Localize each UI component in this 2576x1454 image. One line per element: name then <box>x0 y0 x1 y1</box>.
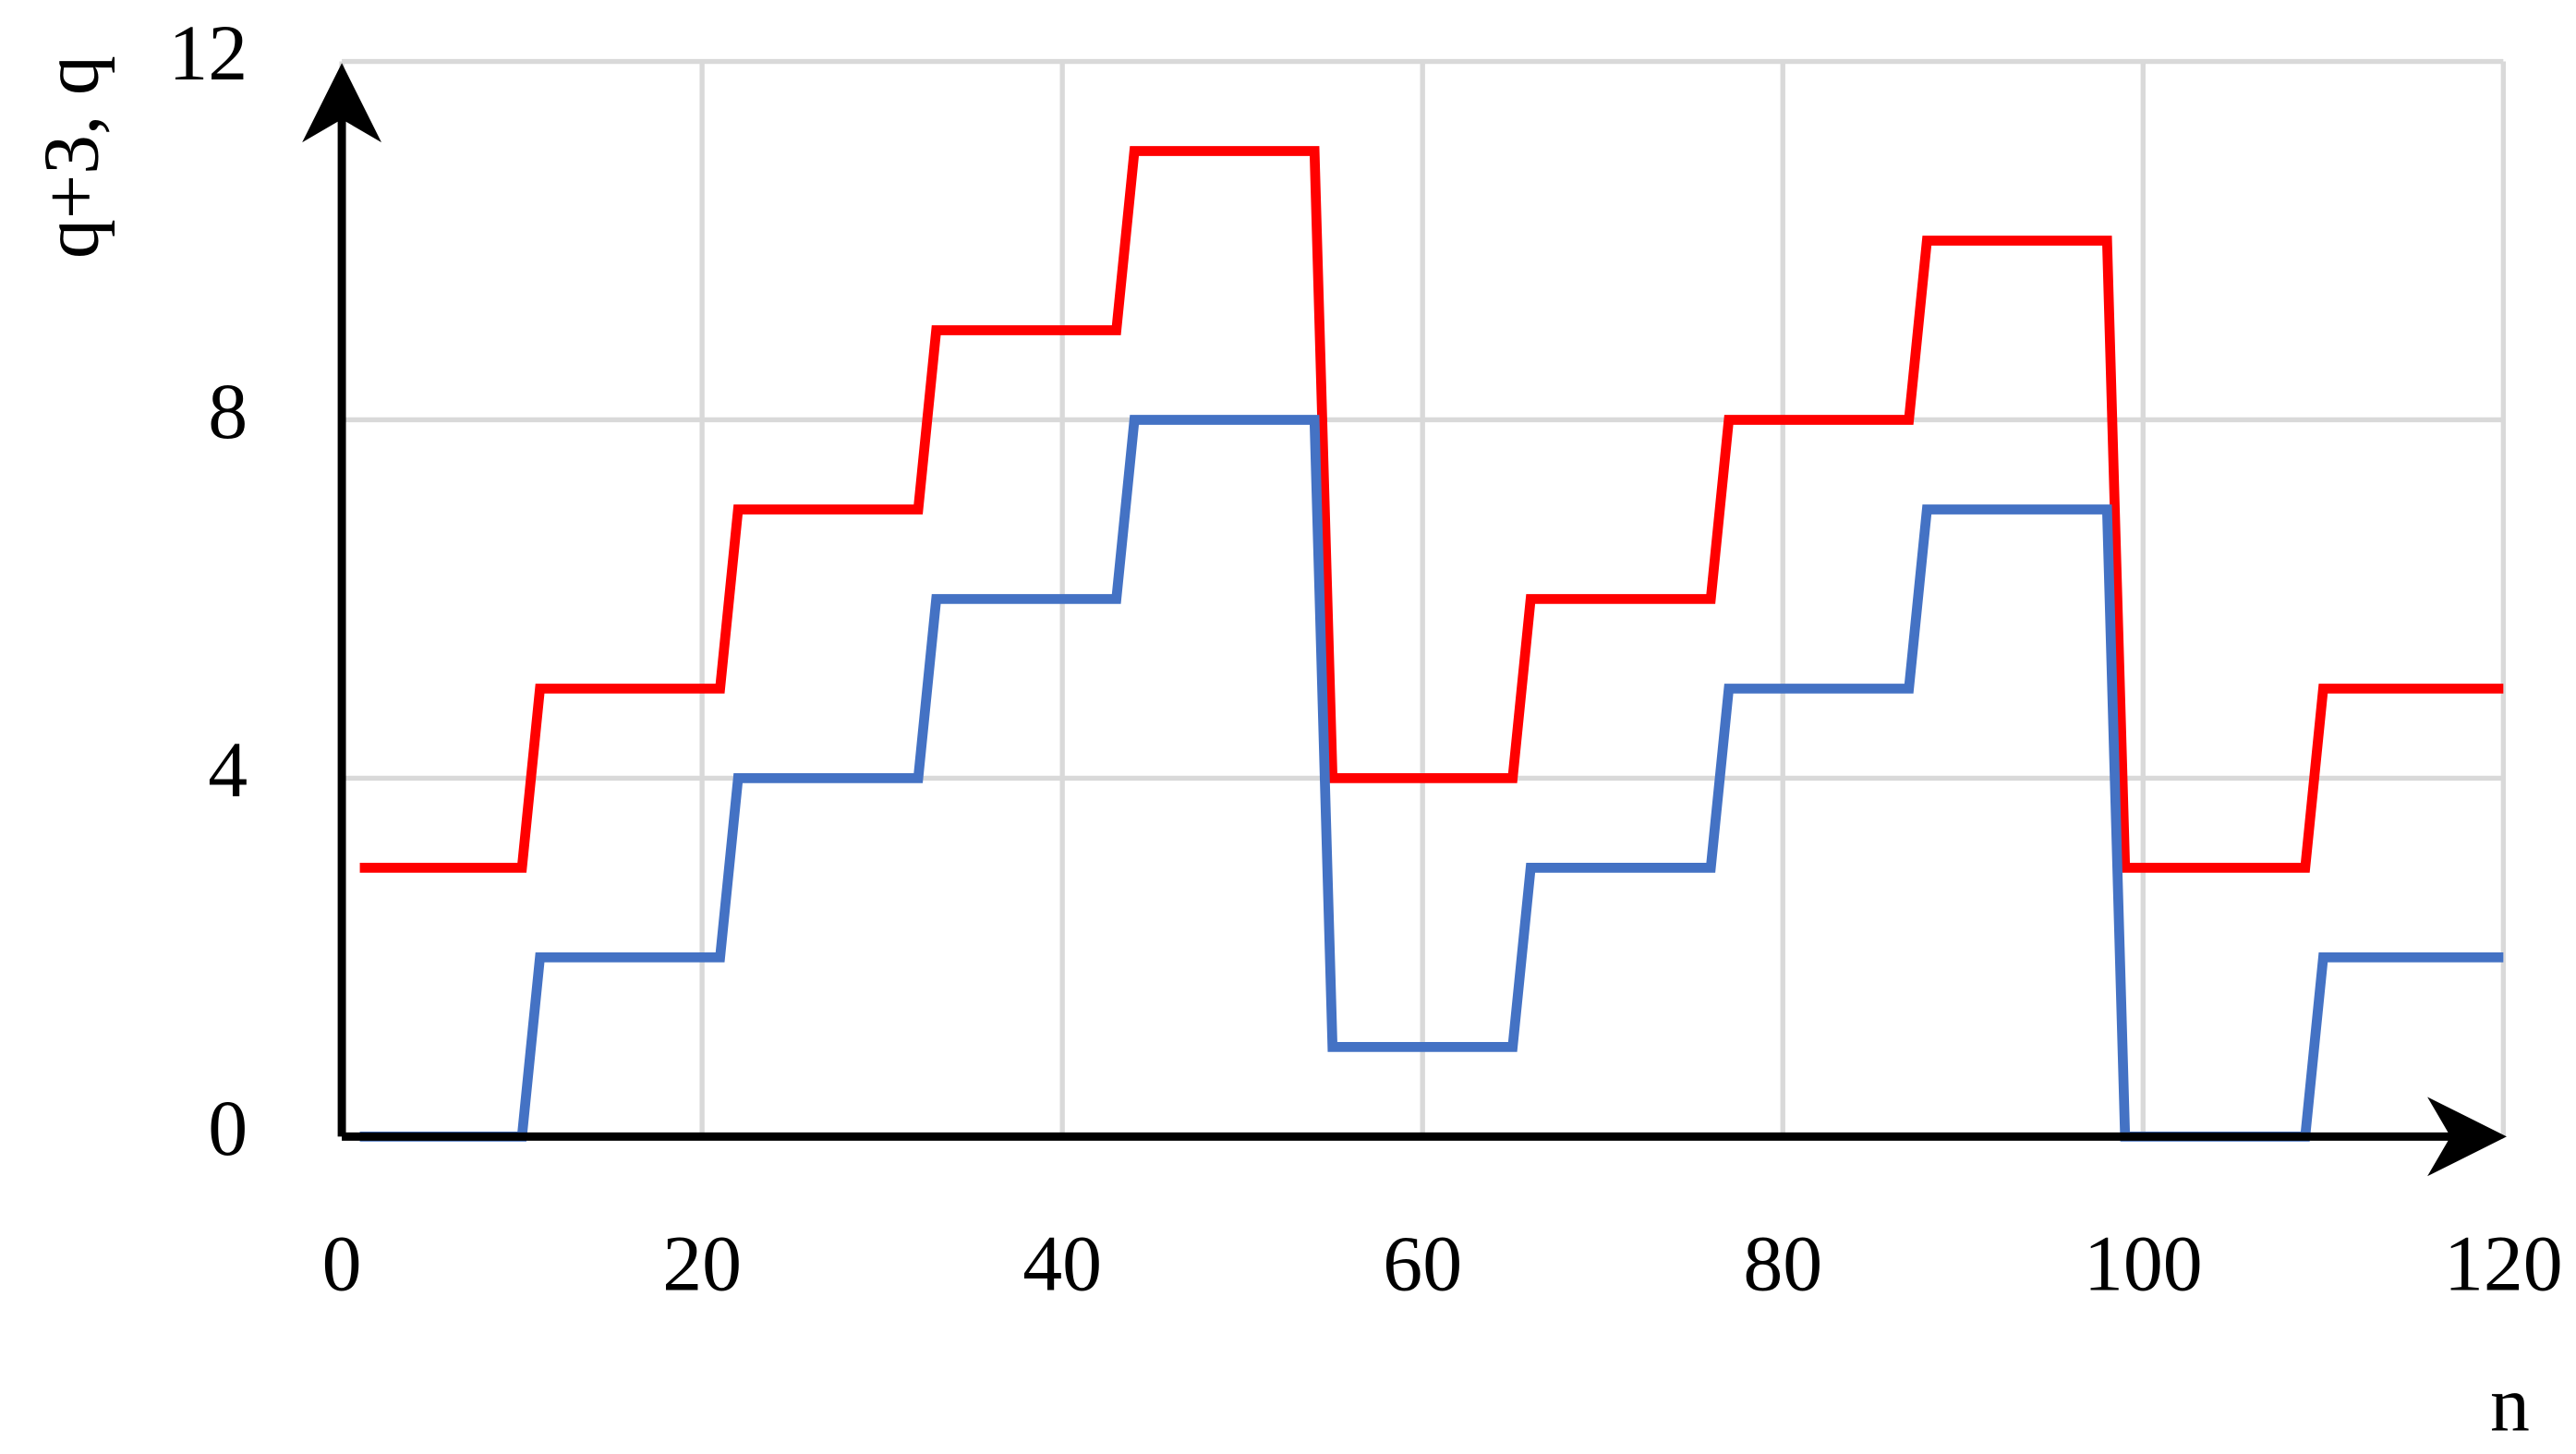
x-tick-label: 120 <box>2444 1220 2563 1308</box>
y-tick-label: 12 <box>168 9 248 97</box>
axes <box>302 63 2507 1177</box>
x-axis-label: n <box>2490 1361 2530 1448</box>
y-tick-label: 8 <box>208 368 248 455</box>
x-tick-label: 0 <box>322 1220 362 1308</box>
x-tick-label: 100 <box>2084 1220 2203 1308</box>
grid <box>339 58 2507 1140</box>
x-tick-label: 40 <box>1022 1220 1102 1308</box>
y-axis-arrow <box>302 63 381 143</box>
y-tick-label: 4 <box>208 726 248 814</box>
x-tick-label: 20 <box>662 1220 742 1308</box>
x-tick-label: 80 <box>1743 1220 1822 1308</box>
series-line <box>359 146 2504 873</box>
plot-area <box>359 146 2504 1142</box>
y-axis-label: q+3, q <box>28 55 115 259</box>
x-axis-arrow <box>2427 1097 2507 1177</box>
series-line <box>359 415 2504 1142</box>
y-tick-label: 0 <box>208 1084 248 1172</box>
x-tick-label: 60 <box>1383 1220 1462 1308</box>
